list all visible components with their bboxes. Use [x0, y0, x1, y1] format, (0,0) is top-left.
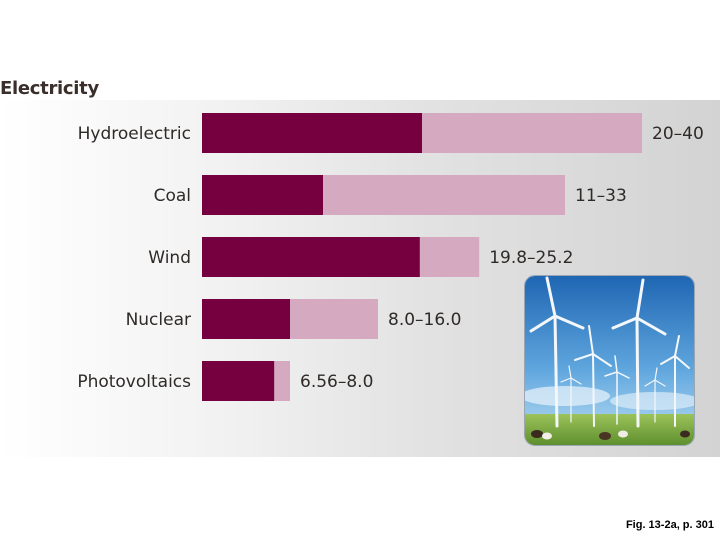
bar-min-hydroelectric: [202, 113, 422, 153]
category-label-nuclear: Nuclear: [126, 310, 191, 330]
value-label-nuclear: 8.0–16.0: [388, 310, 461, 330]
wind-turbines-photo: [524, 275, 695, 446]
category-label-coal: Coal: [154, 186, 191, 206]
bar-min-nuclear: [202, 299, 290, 339]
bar-min-photovoltaics: [202, 361, 275, 401]
value-label-wind: 19.8–25.2: [489, 248, 573, 268]
cloud: [525, 386, 610, 406]
grass-field: [525, 414, 694, 445]
value-label-hydroelectric: 20–40: [652, 124, 704, 144]
value-label-photovoltaics: 6.56–8.0: [300, 372, 373, 392]
cloud: [610, 392, 694, 410]
category-label-hydroelectric: Hydroelectric: [78, 124, 191, 144]
bar-min-wind: [202, 237, 420, 277]
category-label-wind: Wind: [148, 248, 191, 268]
section-title: Electricity: [0, 78, 99, 99]
wind-turbines-illustration: [525, 276, 694, 445]
bars-group: Hydroelectric 20–40 Coal 11–33 Wind 19.8–25.2…: [77, 113, 704, 401]
category-label-photovoltaics: Photovoltaics: [77, 372, 191, 392]
bar-min-coal: [202, 175, 323, 215]
value-label-coal: 11–33: [575, 186, 627, 206]
cows: [531, 430, 690, 440]
turbines: [529, 276, 690, 428]
figure-caption: Fig. 13-2a, p. 301: [625, 519, 714, 531]
